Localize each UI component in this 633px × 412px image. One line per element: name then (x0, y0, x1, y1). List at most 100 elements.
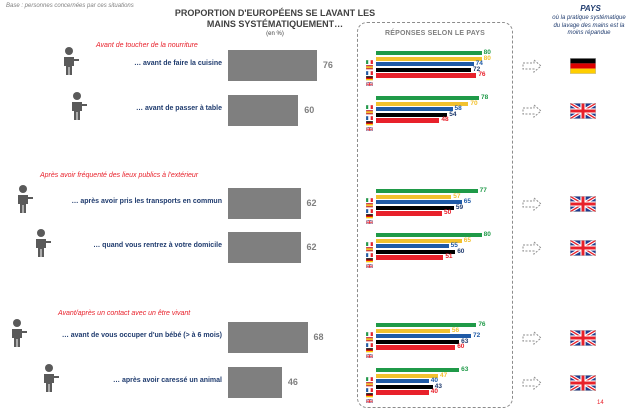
country-bar (376, 345, 456, 350)
country-flag (365, 73, 374, 91)
chart-title: PROPORTION D'EUROPÉENS SE LAVANT LES MAI… (170, 8, 380, 30)
country-panel-title: RÉPONSES SELON LE PAYS (384, 30, 486, 37)
country-flag (365, 255, 374, 273)
flag-spain-icon (366, 203, 373, 208)
least-country-flag (569, 373, 597, 396)
arrow-right-icon (522, 240, 542, 256)
flag-germany-icon (366, 121, 373, 126)
country-value: 50 (444, 209, 452, 217)
country-bar (376, 368, 460, 373)
section-label-living: Avant/après un contact avec un être viva… (58, 310, 191, 317)
country-value: 70 (470, 99, 478, 107)
country-bar (376, 339, 460, 344)
country-bar (376, 200, 462, 205)
country-value: 76 (478, 71, 486, 79)
arrow-right-icon (522, 58, 542, 74)
overall-value: 62 (306, 198, 317, 208)
country-value: 80 (483, 231, 491, 238)
country-flag (366, 68, 373, 86)
country-flag (366, 250, 373, 268)
country-value: 58 (454, 105, 462, 113)
flag-uk-icon (569, 101, 597, 121)
pet-person-icon (44, 364, 59, 392)
flag-spain-icon (366, 65, 373, 70)
flag-uk-icon (365, 263, 374, 269)
pays-subtitle-line2: du lavage des mains est la (553, 22, 625, 29)
country-bar (376, 107, 453, 112)
country-flag (365, 118, 374, 136)
country-value: 72 (473, 65, 481, 73)
unit-label: (en %) (266, 31, 284, 37)
country-value: 74 (475, 60, 483, 68)
country-value: 47 (440, 371, 448, 379)
country-bar (376, 334, 472, 339)
row-icon (6, 318, 28, 353)
flag-spain-icon (366, 110, 373, 115)
country-value: 40 (430, 377, 439, 385)
flag-germany-icon (366, 214, 373, 219)
country-flag (366, 233, 373, 251)
overall-value: 68 (313, 332, 324, 342)
row-icon (66, 91, 88, 126)
flag-uk-icon (365, 398, 374, 404)
country-bar (376, 96, 479, 101)
flag-germany-icon (366, 393, 373, 398)
row-arrow (522, 330, 542, 350)
country-flag (366, 239, 373, 257)
overall-bar (228, 95, 299, 126)
country-bar (376, 373, 439, 378)
item-label: … après avoir caressé un animal (113, 377, 222, 384)
flag-uk-icon (569, 238, 597, 258)
country-value: 60 (457, 247, 465, 255)
country-flag (366, 379, 373, 397)
country-bar (376, 194, 452, 199)
country-flag (366, 334, 373, 352)
country-value: 80 (483, 49, 491, 56)
pays-subtitle: où la pratique systématique du lavage de… (545, 15, 633, 38)
country-bar (376, 211, 442, 216)
country-flag (366, 368, 373, 386)
country-value: 77 (479, 187, 487, 194)
country-bar (376, 238, 462, 243)
country-flag (366, 329, 373, 347)
country-bar (376, 384, 433, 389)
arrow-right-icon (522, 330, 542, 346)
country-flag (366, 323, 373, 341)
flag-uk-icon (569, 373, 597, 393)
country-flag (366, 96, 373, 114)
flag-germany-icon (570, 58, 596, 74)
flag-uk-icon (365, 219, 374, 225)
country-value: 65 (463, 236, 472, 244)
arrow-right-icon (522, 103, 542, 119)
country-value: 72 (473, 332, 481, 340)
country-value: 51 (445, 253, 453, 261)
country-flag (366, 200, 373, 218)
row-arrow (522, 103, 542, 123)
country-bar (376, 118, 440, 123)
country-bar (376, 249, 456, 254)
pays-title: PAYS (580, 4, 601, 13)
country-value: 63 (461, 366, 469, 373)
country-bar (376, 390, 429, 395)
flag-uk-icon (569, 328, 597, 348)
country-bar (376, 51, 482, 56)
flag-germany-icon (366, 76, 373, 81)
page-number: 14 (597, 400, 604, 406)
item-label: … après avoir pris les transports en com… (71, 198, 222, 205)
flag-italy-icon (366, 197, 373, 202)
least-country-flag (569, 328, 597, 351)
country-bar (376, 328, 450, 333)
row-icon (38, 363, 60, 398)
flag-italy-icon (366, 59, 373, 64)
country-bar (376, 56, 482, 61)
country-bar (376, 62, 474, 67)
pays-subtitle-line1: où la pratique systématique (552, 15, 626, 21)
least-country-flag (569, 101, 597, 124)
flag-uk-icon (365, 353, 374, 359)
country-value: 57 (453, 192, 461, 200)
country-flag (366, 189, 373, 207)
country-flag (366, 62, 373, 80)
flag-italy-icon (366, 331, 373, 336)
country-bar (376, 233, 482, 238)
overall-bar (228, 232, 301, 263)
